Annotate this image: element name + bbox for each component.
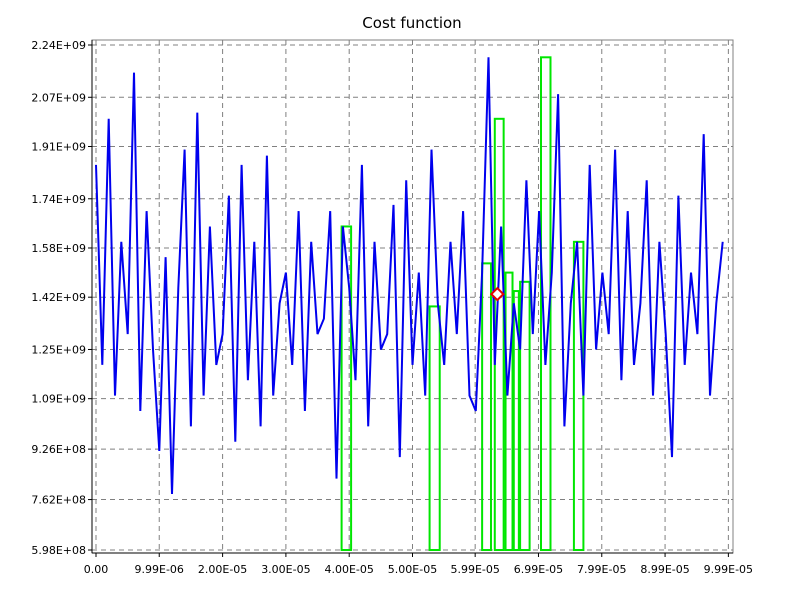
y-tick-label: 1.09E+09 [31,393,86,406]
x-tick-label: 9.99E-05 [704,563,753,576]
x-tick-label: 5.99E-05 [450,563,499,576]
chart-title: Cost function [362,14,461,32]
tick-labels: 5.98E+08 7.62E+08 9.26E+08 1.09E+09 1.25E+09… [31,39,753,576]
y-tick-label: 1.42E+09 [31,291,86,304]
x-tick-label: 8.99E-05 [640,563,689,576]
x-tick-label: 2.00E-05 [198,563,247,576]
y-tick-label: 1.91E+09 [31,140,86,153]
green-bar [340,225,353,551]
x-tick-label: 6.99E-05 [514,563,563,576]
y-tick-label: 9.26E+08 [31,443,86,456]
y-tick-label: 1.58E+09 [31,242,86,255]
y-tick-label: 1.25E+09 [31,343,86,356]
y-tick-label: 7.62E+08 [31,494,86,507]
green-bar [481,262,492,551]
green-bar [504,271,514,551]
green-bar [519,280,531,551]
x-tick-label: 7.99E-05 [577,563,626,576]
y-tick-label: 5.98E+08 [31,544,86,557]
x-tick-label: 4.00E-05 [324,563,373,576]
best-marker [489,286,505,302]
y-tick-label: 1.74E+09 [31,193,86,206]
cost-line [95,57,724,495]
x-tick-label: 9.99E-06 [135,563,184,576]
green-bar [572,240,585,551]
x-tick-label: 3.00E-05 [261,563,310,576]
y-tick-label: 2.07E+09 [31,91,86,104]
y-tick-label: 2.24E+09 [31,39,86,52]
green-bar [428,305,441,551]
green-bar [512,290,520,551]
diamond-marker [489,286,505,302]
axes [88,40,733,557]
x-tick-label: 5.00E-05 [388,563,437,576]
cost-series [95,57,724,495]
x-tick-label: 0.00 [84,563,109,576]
